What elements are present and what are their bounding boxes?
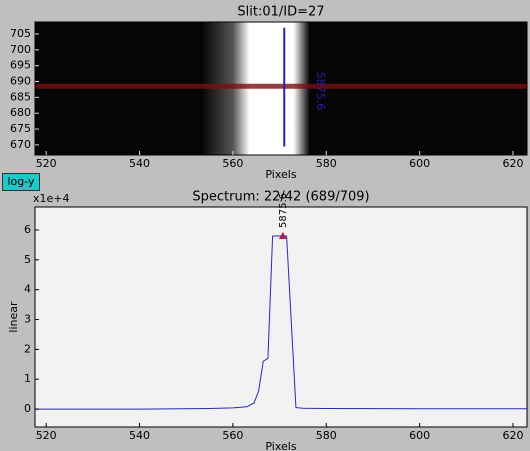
y-tick-label: 0: [24, 402, 31, 415]
y-tick-label: 4: [24, 283, 31, 296]
x-tick-label: 560: [222, 157, 243, 170]
y-tick-label: 6: [24, 223, 31, 236]
chart-title: Spectrum: 22/42 (689/709): [192, 190, 369, 205]
peak-marker: [278, 231, 287, 239]
x-tick-label: 520: [36, 429, 57, 442]
y-tick-label: 2: [24, 342, 31, 355]
image-frame: [34, 21, 528, 156]
y-tick-label: 705: [10, 27, 31, 40]
y-tick-label: 690: [10, 75, 31, 88]
y-tick-label: 675: [10, 122, 31, 135]
y-tick-label: 1: [24, 372, 31, 385]
x-tick-label: 520: [36, 157, 57, 170]
x-tick-label: 580: [316, 157, 337, 170]
x-tick-label: 540: [129, 429, 150, 442]
log-y-button[interactable]: log-y: [2, 173, 40, 191]
y-tick-label: 700: [10, 43, 31, 56]
x-axis-label: Pixels: [265, 440, 296, 451]
y-offset-label: x1e+4: [33, 192, 70, 205]
y-tick-label: 3: [24, 313, 31, 326]
y-tick-label: 695: [10, 59, 31, 72]
y-tick-label: 5: [24, 253, 31, 266]
y-tick-label: 680: [10, 106, 31, 119]
x-axis-label: Pixels: [265, 168, 296, 181]
peak-label: 5875.6: [278, 193, 289, 228]
spectrum-line: [35, 235, 527, 410]
annotation: 5875.6: [314, 72, 327, 111]
y-tick-label: 685: [10, 90, 31, 103]
x-tick-label: 600: [409, 157, 430, 170]
y-tick-label: 670: [10, 138, 31, 151]
plot-background: [34, 206, 528, 428]
x-tick-label: 620: [502, 157, 523, 170]
chart-title: Slit:01/ID=27: [237, 5, 324, 20]
x-tick-label: 560: [222, 429, 243, 442]
y-axis-label: linear: [7, 301, 20, 333]
x-tick-label: 600: [409, 429, 430, 442]
x-tick-label: 540: [129, 157, 150, 170]
x-tick-label: 620: [502, 429, 523, 442]
x-tick-label: 580: [316, 429, 337, 442]
